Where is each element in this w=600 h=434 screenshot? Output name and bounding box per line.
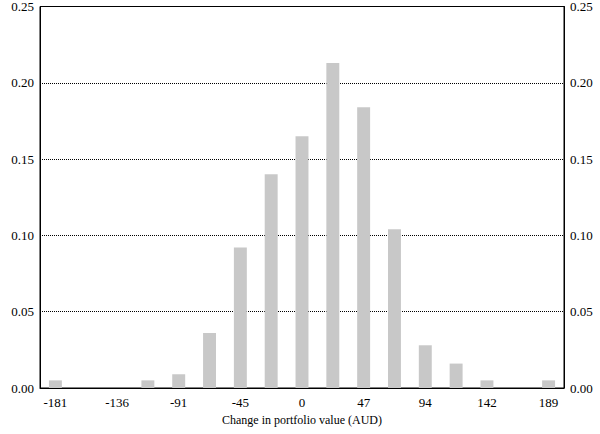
svg-text:0: 0: [299, 395, 306, 410]
svg-text:94: 94: [419, 395, 433, 410]
svg-text:0.20: 0.20: [570, 75, 593, 90]
svg-text:-45: -45: [232, 395, 249, 410]
svg-text:0.05: 0.05: [11, 304, 34, 319]
svg-text:-91: -91: [170, 395, 187, 410]
svg-text:0.20: 0.20: [11, 75, 34, 90]
svg-text:0.10: 0.10: [11, 228, 34, 243]
svg-text:142: 142: [477, 395, 497, 410]
svg-text:0.10: 0.10: [570, 228, 593, 243]
svg-text:-136: -136: [105, 395, 129, 410]
svg-text:189: 189: [539, 395, 559, 410]
svg-text:0.00: 0.00: [570, 381, 593, 396]
svg-text:0.25: 0.25: [11, 0, 34, 14]
svg-text:0.00: 0.00: [11, 381, 34, 396]
svg-text:Change in portfolio value (AUD: Change in portfolio value (AUD): [222, 413, 382, 427]
svg-text:0.25: 0.25: [570, 0, 593, 14]
svg-text:0.05: 0.05: [570, 304, 593, 319]
svg-text:47: 47: [357, 395, 371, 410]
svg-text:0.15: 0.15: [570, 152, 593, 167]
svg-text:-181: -181: [43, 395, 67, 410]
svg-text:0.15: 0.15: [11, 152, 34, 167]
